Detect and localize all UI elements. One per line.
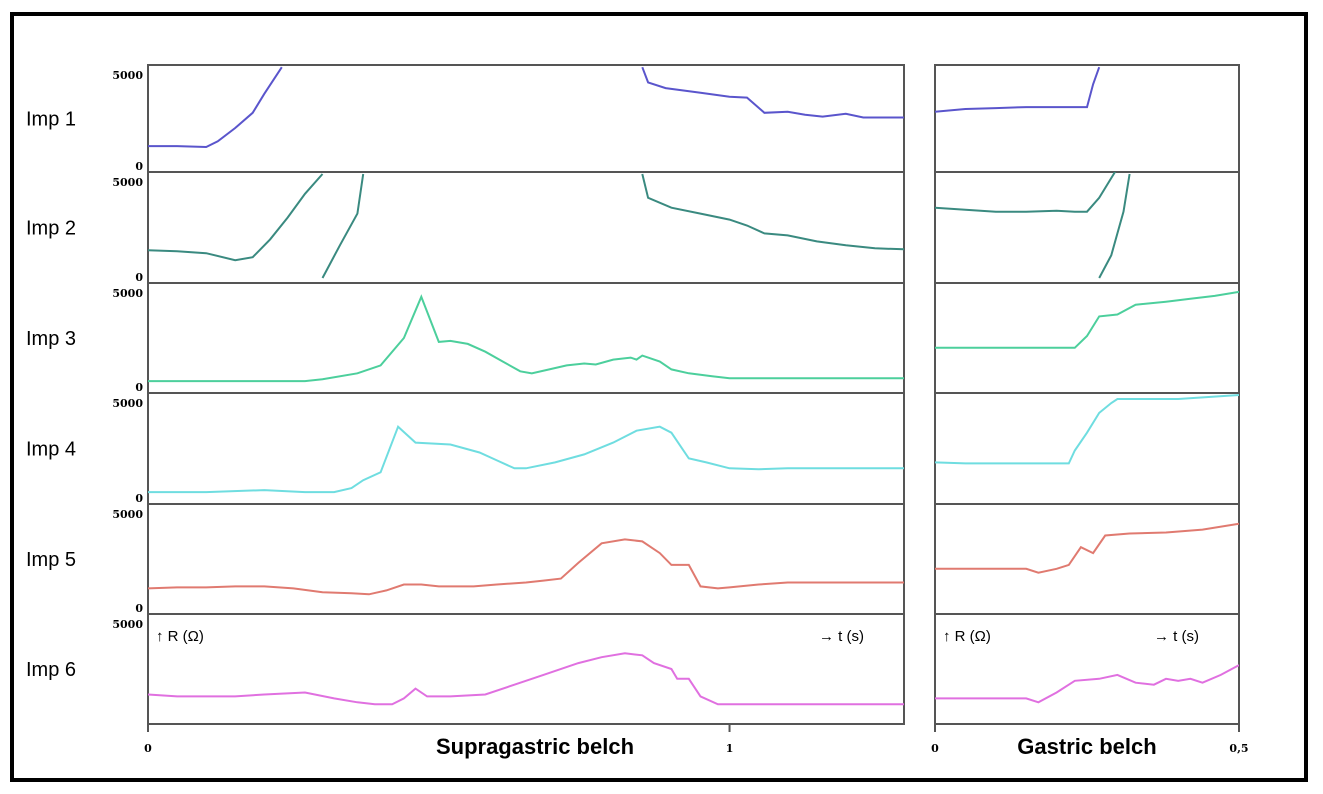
series-line-imp-4-panel-2 xyxy=(935,394,1239,465)
channel-label-2: Imp 2 xyxy=(26,218,76,240)
panel-title: Supragastric belch xyxy=(436,734,634,759)
x-unit-label: → t (s) xyxy=(1154,628,1199,645)
y-tick-bottom-5: 0 xyxy=(135,602,143,615)
x-unit-label: → t (s) xyxy=(819,628,864,645)
series-line-imp-1-panel-1 xyxy=(148,66,283,149)
series-line-imp-3-panel-1 xyxy=(148,294,904,383)
y-tick-bottom-3: 0 xyxy=(135,381,143,394)
y-tick-bottom-4: 0 xyxy=(135,492,143,505)
channel-label-5: Imp 5 xyxy=(26,549,76,571)
series-line-imp-2-panel-1 xyxy=(148,173,324,262)
series-line-imp-4-panel-1 xyxy=(148,424,904,494)
series-line-imp-3-panel-2 xyxy=(935,290,1239,349)
panel-title: Gastric belch xyxy=(1017,734,1156,759)
y-unit-label: ↑ R (Ω) xyxy=(943,628,991,645)
panel-border xyxy=(147,64,905,725)
series-line-imp-5-panel-2 xyxy=(935,522,1239,574)
y-tick-top-4: 5000 xyxy=(112,397,143,410)
channel-label-1: Imp 1 xyxy=(26,109,76,131)
y-tick-top-2: 5000 xyxy=(112,176,143,189)
series-line-imp-2-panel-1 xyxy=(321,173,365,279)
y-tick-top-3: 5000 xyxy=(112,287,143,300)
series-line-imp-6-panel-1 xyxy=(148,652,904,706)
y-tick-top-1: 5000 xyxy=(112,69,143,82)
series-line-imp-2-panel-2 xyxy=(1098,173,1131,279)
y-tick-top-5: 5000 xyxy=(112,508,143,521)
x-tick-label: 0 xyxy=(931,742,939,755)
series-line-imp-5-panel-1 xyxy=(148,538,904,596)
panel-2: ↑ R (Ω) → t (s) 0 0,5 Gastric belch xyxy=(931,64,1249,759)
series-line-imp-2-panel-2 xyxy=(935,172,1117,213)
channel-label-4: Imp 4 xyxy=(26,439,76,461)
x-tick-label: 1 xyxy=(726,742,734,755)
channel-label-6: Imp 6 xyxy=(26,659,76,681)
series-line-imp-2-panel-1 xyxy=(641,173,904,251)
x-tick-label: 0 xyxy=(144,742,152,755)
x-tick-label: 0,5 xyxy=(1229,742,1248,755)
series-line-imp-6-panel-2 xyxy=(935,664,1239,704)
y-unit-label: ↑ R (Ω) xyxy=(156,628,204,645)
panel-1: ↑ R (Ω) → t (s) 0 1 Supragastric belch xyxy=(144,64,905,759)
series-line-imp-1-panel-2 xyxy=(935,66,1101,113)
series-line-imp-1-panel-1 xyxy=(641,66,904,119)
y-tick-bottom-2: 0 xyxy=(135,271,143,284)
channel-label-3: Imp 3 xyxy=(26,328,76,350)
y-tick-bottom-1: 0 xyxy=(135,160,143,173)
panel-border xyxy=(934,64,1240,725)
figure-frame xyxy=(10,12,1308,782)
y-tick-top-6: 5000 xyxy=(112,618,143,631)
